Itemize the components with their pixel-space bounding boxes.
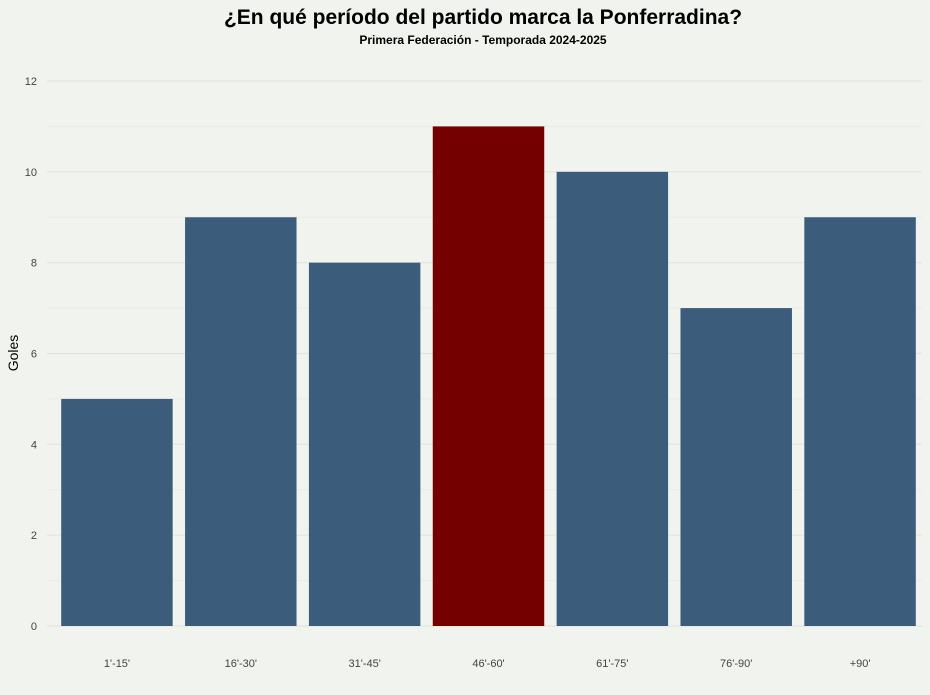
- y-tick-label: 10: [25, 167, 37, 179]
- chart-title: ¿En qué período del partido marca la Pon…: [224, 6, 742, 29]
- bar-2: [185, 217, 297, 626]
- x-tick-label: 1'-15': [104, 658, 130, 670]
- bar-5: [556, 171, 669, 627]
- x-tick-label: 16'-30': [225, 658, 257, 670]
- chart-subtitle: Primera Federación - Temporada 2024-2025: [359, 33, 607, 47]
- x-tick-label: 76'-90': [720, 658, 752, 670]
- y-tick-label: 4: [31, 439, 37, 451]
- y-axis-ticks: 0 2 4 6 8 10 12: [25, 76, 37, 633]
- bar-7: [804, 217, 916, 626]
- bar-6: [680, 308, 792, 626]
- bars: [61, 126, 916, 627]
- y-tick-label: 6: [31, 349, 37, 361]
- x-tick-label: +90': [850, 658, 871, 670]
- y-tick-label: 12: [25, 76, 37, 88]
- x-tick-label: 46'-60': [472, 658, 504, 670]
- y-axis-label: Goles: [5, 335, 21, 372]
- x-tick-label: 61'-75': [596, 658, 628, 670]
- x-axis-ticks: 1'-15' 16'-30' 31'-45' 46'-60' 61'-75' 76'-90…: [104, 658, 871, 670]
- bar-3: [308, 262, 421, 626]
- y-tick-label: 0: [31, 621, 37, 633]
- y-tick-label: 2: [31, 530, 37, 542]
- x-tick-label: 31'-45': [348, 658, 380, 670]
- bar-4: [432, 126, 545, 627]
- y-tick-label: 8: [31, 258, 37, 270]
- bar-1: [61, 398, 173, 626]
